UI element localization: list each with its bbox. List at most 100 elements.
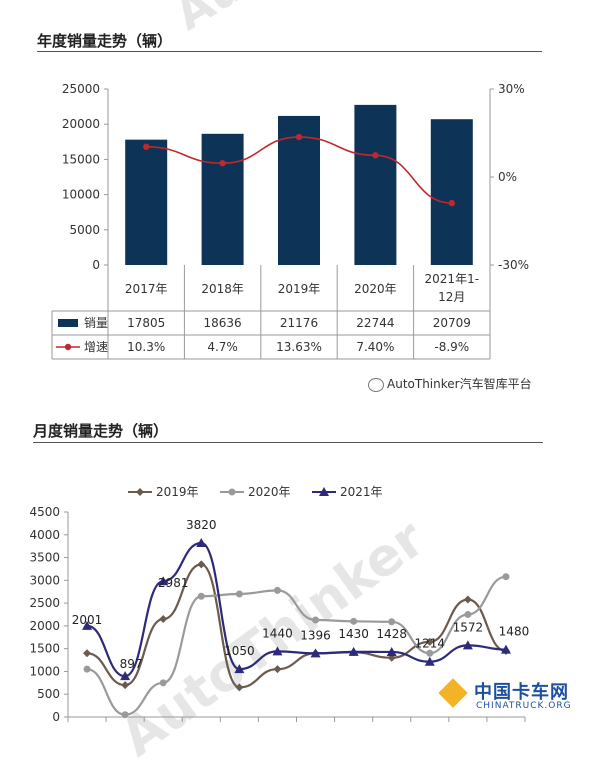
table-sales-value: 22744 [356, 316, 394, 330]
series-point-2020年 [464, 611, 472, 618]
y-tick-label: 1500 [29, 642, 60, 656]
table-sales-value: 21176 [280, 316, 318, 330]
series-line-2020年 [86, 575, 507, 716]
monthly-chart: 0 500 1000 1500 2000 2500 3000 3500 4000 4500 2001… [29, 485, 530, 724]
data-label-2021: 1572 [453, 620, 484, 634]
x-category-label: 2018年 [201, 282, 244, 296]
series-point-2019年 [121, 681, 130, 690]
annual-chart: 0 5000 10000 15000 20000 25000 -30% 0% 30% 2017年 2… [51, 82, 529, 360]
data-label-2021: 2001 [72, 613, 103, 627]
series-point-2020年 [350, 617, 358, 625]
data-label-2021: 2981 [158, 576, 189, 590]
annual-title-rule [37, 51, 542, 52]
series-point-2021年 [158, 576, 169, 586]
monthly-chart-title: 月度销量走势（辆） [33, 422, 169, 440]
sales-bar [354, 104, 397, 266]
legend-label-2021年: 2021年 [340, 485, 383, 499]
series-line-2021年 [86, 541, 506, 678]
series-point-2021年 [196, 537, 207, 547]
x-category-label: 2019年 [278, 282, 321, 296]
growth-point [219, 160, 226, 167]
series-line-2019年 [86, 563, 507, 689]
y-tick-label: 0 [92, 258, 100, 272]
y-tick-label: 10000 [62, 188, 100, 202]
y-tick-label: 20000 [62, 117, 100, 131]
table-sales-value: 17805 [127, 316, 165, 330]
growth-point [448, 199, 455, 207]
series-point-2019年 [159, 615, 168, 624]
sales-bar [201, 133, 244, 265]
legend-label-2020年: 2020年 [248, 485, 291, 499]
data-label-2021: 1214 [415, 637, 446, 651]
y-tick-label: 0 [52, 710, 60, 724]
series-point-2020年 [273, 586, 281, 594]
legend-key-sales [58, 319, 78, 327]
series-point-2020年 [426, 649, 434, 657]
y-tick-label: 15000 [62, 152, 100, 166]
legend-marker-2020年 [228, 488, 236, 496]
data-label-2021: 1440 [262, 626, 293, 640]
y-tick-label: 3000 [29, 573, 60, 587]
sales-bar [125, 139, 168, 265]
legend-key-growth-dot [64, 343, 72, 351]
series-point-2021年 [500, 644, 511, 654]
legend-label-sales: 销量 [84, 316, 108, 330]
data-label-2021: 1050 [224, 644, 255, 658]
series-point-2019年 [235, 683, 244, 692]
series-point-2021年 [272, 646, 283, 656]
table-growth-value: 13.63% [276, 340, 322, 354]
growth-point [372, 152, 379, 159]
series-point-2021年 [386, 646, 397, 656]
table-growth-value: 10.3% [127, 340, 165, 354]
series-point-2020年 [159, 679, 167, 687]
y-tick-label: 2000 [29, 619, 60, 633]
data-label-2021: 3820 [186, 518, 217, 532]
wechat-icon [368, 377, 384, 392]
series-point-2021年 [120, 671, 131, 681]
series-point-2020年 [312, 616, 320, 624]
series-point-2020年 [121, 711, 129, 719]
y-tick-label: 1000 [29, 664, 60, 678]
series-point-2020年 [197, 592, 205, 600]
y-tick-label: 25000 [62, 82, 100, 96]
y-tick-label: 4000 [29, 528, 60, 542]
series-point-2019年 [425, 637, 434, 646]
x-category-label: 2021年1- [425, 272, 480, 286]
series-point-2021年 [310, 648, 321, 658]
chinatruck-brand: 中国卡车网 [474, 682, 569, 703]
y-tick-label: 2500 [29, 596, 60, 610]
y2-tick-label: 30% [498, 82, 525, 96]
data-label-2021: 1480 [499, 625, 530, 639]
data-label-2021: 1430 [338, 627, 369, 641]
x-category-label: 12月 [438, 290, 465, 304]
y-tick-label: 5000 [69, 223, 100, 237]
sales-bar [278, 115, 320, 265]
truck-cube-icon [438, 678, 468, 708]
table-growth-value: 7.40% [356, 340, 394, 354]
growth-point [295, 133, 303, 141]
series-point-2021年 [462, 640, 473, 650]
chinatruck-url: CHINATRUCK.ORG [476, 701, 572, 711]
series-point-2021年 [424, 656, 435, 666]
series-point-2020年 [388, 618, 396, 626]
data-label-2021: 1396 [300, 628, 331, 642]
y2-tick-label: -30% [498, 258, 529, 272]
monthly-title-rule [33, 442, 543, 443]
legend-label-2019年: 2019年 [156, 485, 199, 499]
series-point-2019年 [83, 649, 92, 658]
legend-marker-2021年 [319, 487, 329, 496]
series-point-2021年 [82, 620, 93, 630]
chinatruck-logo: 中国卡车网 CHINATRUCK.ORG [438, 676, 590, 724]
sales-bar [430, 119, 473, 265]
series-point-2021年 [234, 664, 245, 674]
table-sales-value: 18636 [204, 316, 242, 330]
annual-chart-title: 年度销量走势（辆） [37, 32, 173, 50]
source-credit: AutoThinker汽车智库平台 [368, 375, 532, 392]
legend-label-growth: 增速 [84, 340, 108, 354]
series-point-2019年 [273, 665, 282, 674]
series-point-2019年 [463, 595, 472, 604]
series-point-2020年 [83, 665, 91, 673]
table-sales-value: 20709 [433, 316, 471, 330]
x-category-label: 2017年 [125, 282, 168, 296]
source-credit-text: AutoThinker汽车智库平台 [387, 377, 532, 391]
